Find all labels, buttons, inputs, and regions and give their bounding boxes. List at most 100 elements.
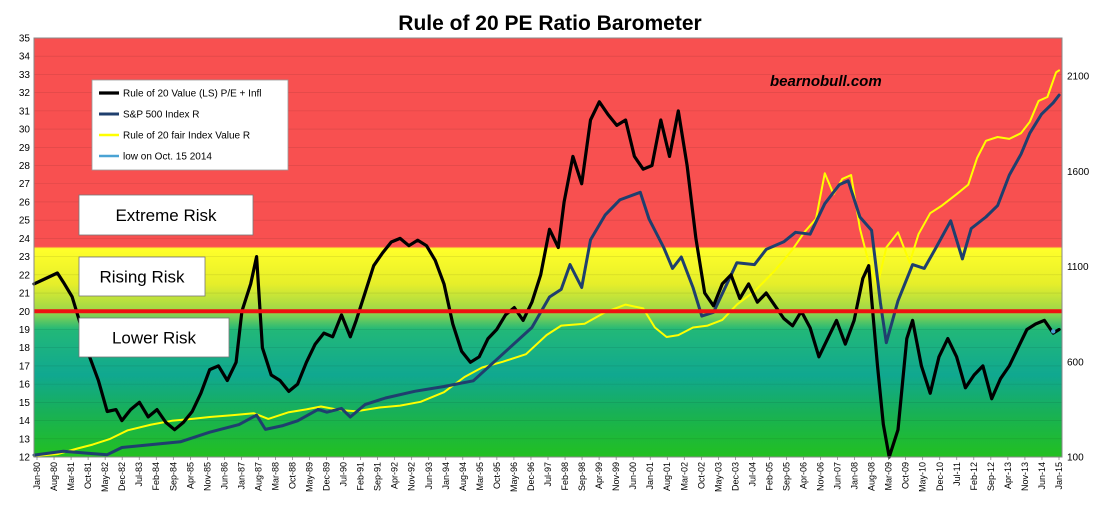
left-axis-tick-label: 35 bbox=[19, 34, 31, 45]
left-axis-tick-label: 13 bbox=[19, 434, 31, 445]
x-tick-label: Jul-97 bbox=[543, 462, 553, 487]
x-tick-label: Aug-01 bbox=[662, 462, 672, 491]
x-tick-label: Apr-13 bbox=[1003, 462, 1013, 489]
x-tick-label: Jan-01 bbox=[645, 462, 655, 490]
left-axis-tick-label: 19 bbox=[19, 325, 31, 336]
legend-entry: Rule of 20 fair Index Value R bbox=[123, 131, 250, 142]
zone-label-box bbox=[78, 317, 230, 358]
zone-label: Rising Risk bbox=[99, 268, 185, 287]
left-axis-tick-label: 25 bbox=[19, 216, 31, 227]
x-tick-label: Jun-07 bbox=[833, 462, 843, 490]
left-axis-tick-label: 32 bbox=[19, 88, 31, 99]
right-axis-tick-label: 100 bbox=[1067, 453, 1084, 464]
x-tick-label: Nov-85 bbox=[202, 462, 212, 491]
x-tick-label: Feb-91 bbox=[356, 462, 366, 491]
x-tick-label: Oct-81 bbox=[83, 462, 93, 489]
left-axis-tick-label: 31 bbox=[19, 106, 31, 117]
x-tick-label: Jul-83 bbox=[134, 462, 144, 487]
x-tick-label: Jun-86 bbox=[219, 462, 229, 490]
x-tick-label: Nov-13 bbox=[1020, 462, 1030, 491]
x-tick-label: Aug-08 bbox=[867, 462, 877, 491]
x-tick-label: Mar-09 bbox=[884, 462, 894, 491]
series-line-2 bbox=[33, 69, 1061, 457]
x-tick-label: Apr-06 bbox=[799, 462, 809, 489]
left-axis-tick-label: 22 bbox=[19, 270, 31, 281]
x-tick-label: Nov-99 bbox=[611, 462, 621, 491]
zone-label-box bbox=[78, 194, 254, 236]
axes: 12 13 14 15 16 17 18 19 20 21 22 23 24 25 26 27 28 29 30 31… bbox=[19, 34, 1090, 493]
left-axis-tick-label: 14 bbox=[19, 416, 31, 427]
left-axis-tick-label: 23 bbox=[19, 252, 31, 263]
left-axis-tick-label: 30 bbox=[19, 125, 31, 136]
x-tick-label: Mar-88 bbox=[270, 462, 280, 491]
zone-label: Extreme Risk bbox=[115, 206, 217, 225]
left-axis-tick-label: 24 bbox=[19, 234, 31, 245]
right-axis-tick-label: 2100 bbox=[1067, 72, 1090, 83]
x-tick-label: May-10 bbox=[918, 462, 928, 492]
left-axis-tick-label: 26 bbox=[19, 197, 31, 208]
chart-title: Rule of 20 PE Ratio Barometer bbox=[398, 12, 701, 35]
x-tick-label: Mar-95 bbox=[475, 462, 485, 491]
x-tick-label: Feb-98 bbox=[560, 462, 570, 491]
x-tick-label: Oct-88 bbox=[288, 462, 298, 489]
x-tick-label: Nov-92 bbox=[407, 462, 417, 491]
x-tick-label: Jan-87 bbox=[236, 462, 246, 490]
left-axis-tick-label: 20 bbox=[19, 307, 31, 318]
left-axis-tick-label: 21 bbox=[19, 289, 31, 300]
right-axis-tick-label: 1100 bbox=[1067, 262, 1089, 273]
legend-entry: low on Oct. 15 2014 bbox=[123, 152, 212, 163]
x-tick-label: Sep-98 bbox=[577, 462, 587, 491]
x-tick-label: Aug-80 bbox=[49, 462, 59, 491]
legend-entry: Rule of 20 Value (LS) P/E + Infl bbox=[123, 89, 262, 100]
zone-label: Lower Risk bbox=[112, 329, 197, 348]
x-tick-label: Aug-94 bbox=[458, 462, 468, 491]
left-axis-tick-label: 16 bbox=[19, 380, 31, 391]
x-tick-label: Dec-89 bbox=[322, 462, 332, 491]
series-point-3 bbox=[1051, 329, 1056, 334]
x-tick-label: Apr-99 bbox=[594, 462, 604, 489]
x-tick-label: Dec-96 bbox=[526, 462, 536, 491]
legend: Rule of 20 Value (LS) P/E + Infl S&P 500 … bbox=[91, 79, 289, 171]
x-tick-label: May-82 bbox=[100, 462, 110, 492]
x-tick-label: May-89 bbox=[305, 462, 315, 492]
x-tick-label: Jul-04 bbox=[747, 462, 757, 487]
series-line-1 bbox=[32, 93, 1061, 457]
x-tick-label: Dec-82 bbox=[117, 462, 127, 491]
x-tick-label: Sep-91 bbox=[373, 462, 383, 491]
x-tick-label: Mar-02 bbox=[679, 462, 689, 491]
left-axis-tick-label: 33 bbox=[19, 70, 31, 81]
x-tick-label: Oct-95 bbox=[492, 462, 502, 489]
x-tick-label: Jun-93 bbox=[424, 462, 434, 490]
x-tick-label: Mar-81 bbox=[66, 462, 76, 491]
left-axis-tick-label: 27 bbox=[19, 179, 31, 190]
left-axis-tick-label: 28 bbox=[19, 161, 31, 172]
x-tick-label: Jan-80 bbox=[32, 462, 42, 490]
x-tick-label: Apr-85 bbox=[185, 462, 195, 489]
x-tick-label: Jan-94 bbox=[441, 462, 451, 490]
x-tick-label: Oct-02 bbox=[696, 462, 706, 489]
x-tick-label: Dec-10 bbox=[935, 462, 945, 491]
x-tick-label: Jan-15 bbox=[1054, 462, 1064, 490]
left-axis-tick-label: 15 bbox=[19, 398, 31, 409]
right-axis-tick-label: 600 bbox=[1067, 357, 1084, 368]
legend-box bbox=[91, 79, 289, 171]
left-axis-tick-label: 29 bbox=[19, 143, 31, 154]
x-tick-label: Sep-84 bbox=[168, 462, 178, 491]
x-tick-label: Sep-12 bbox=[986, 462, 996, 491]
x-tick-label: Jul-11 bbox=[952, 462, 962, 486]
x-tick-label: Aug-87 bbox=[253, 462, 263, 491]
x-tick-label: Jun-14 bbox=[1037, 462, 1047, 490]
x-tick-label: Feb-12 bbox=[969, 462, 979, 491]
x-tick-label: Sep-05 bbox=[781, 462, 791, 491]
left-axis-tick-label: 12 bbox=[19, 453, 31, 464]
right-axis-tick-label: 1600 bbox=[1067, 167, 1090, 178]
x-tick-label: Jun-00 bbox=[628, 462, 638, 490]
x-tick-label: Apr-92 bbox=[390, 462, 400, 489]
left-axis-tick-label: 34 bbox=[19, 52, 31, 63]
left-axis-tick-label: 17 bbox=[19, 361, 31, 372]
zone-labels: Extreme Risk Rising Risk Lower Risk bbox=[78, 194, 254, 358]
x-tick-label: May-03 bbox=[713, 462, 723, 492]
x-tick-label: May-96 bbox=[509, 462, 519, 492]
